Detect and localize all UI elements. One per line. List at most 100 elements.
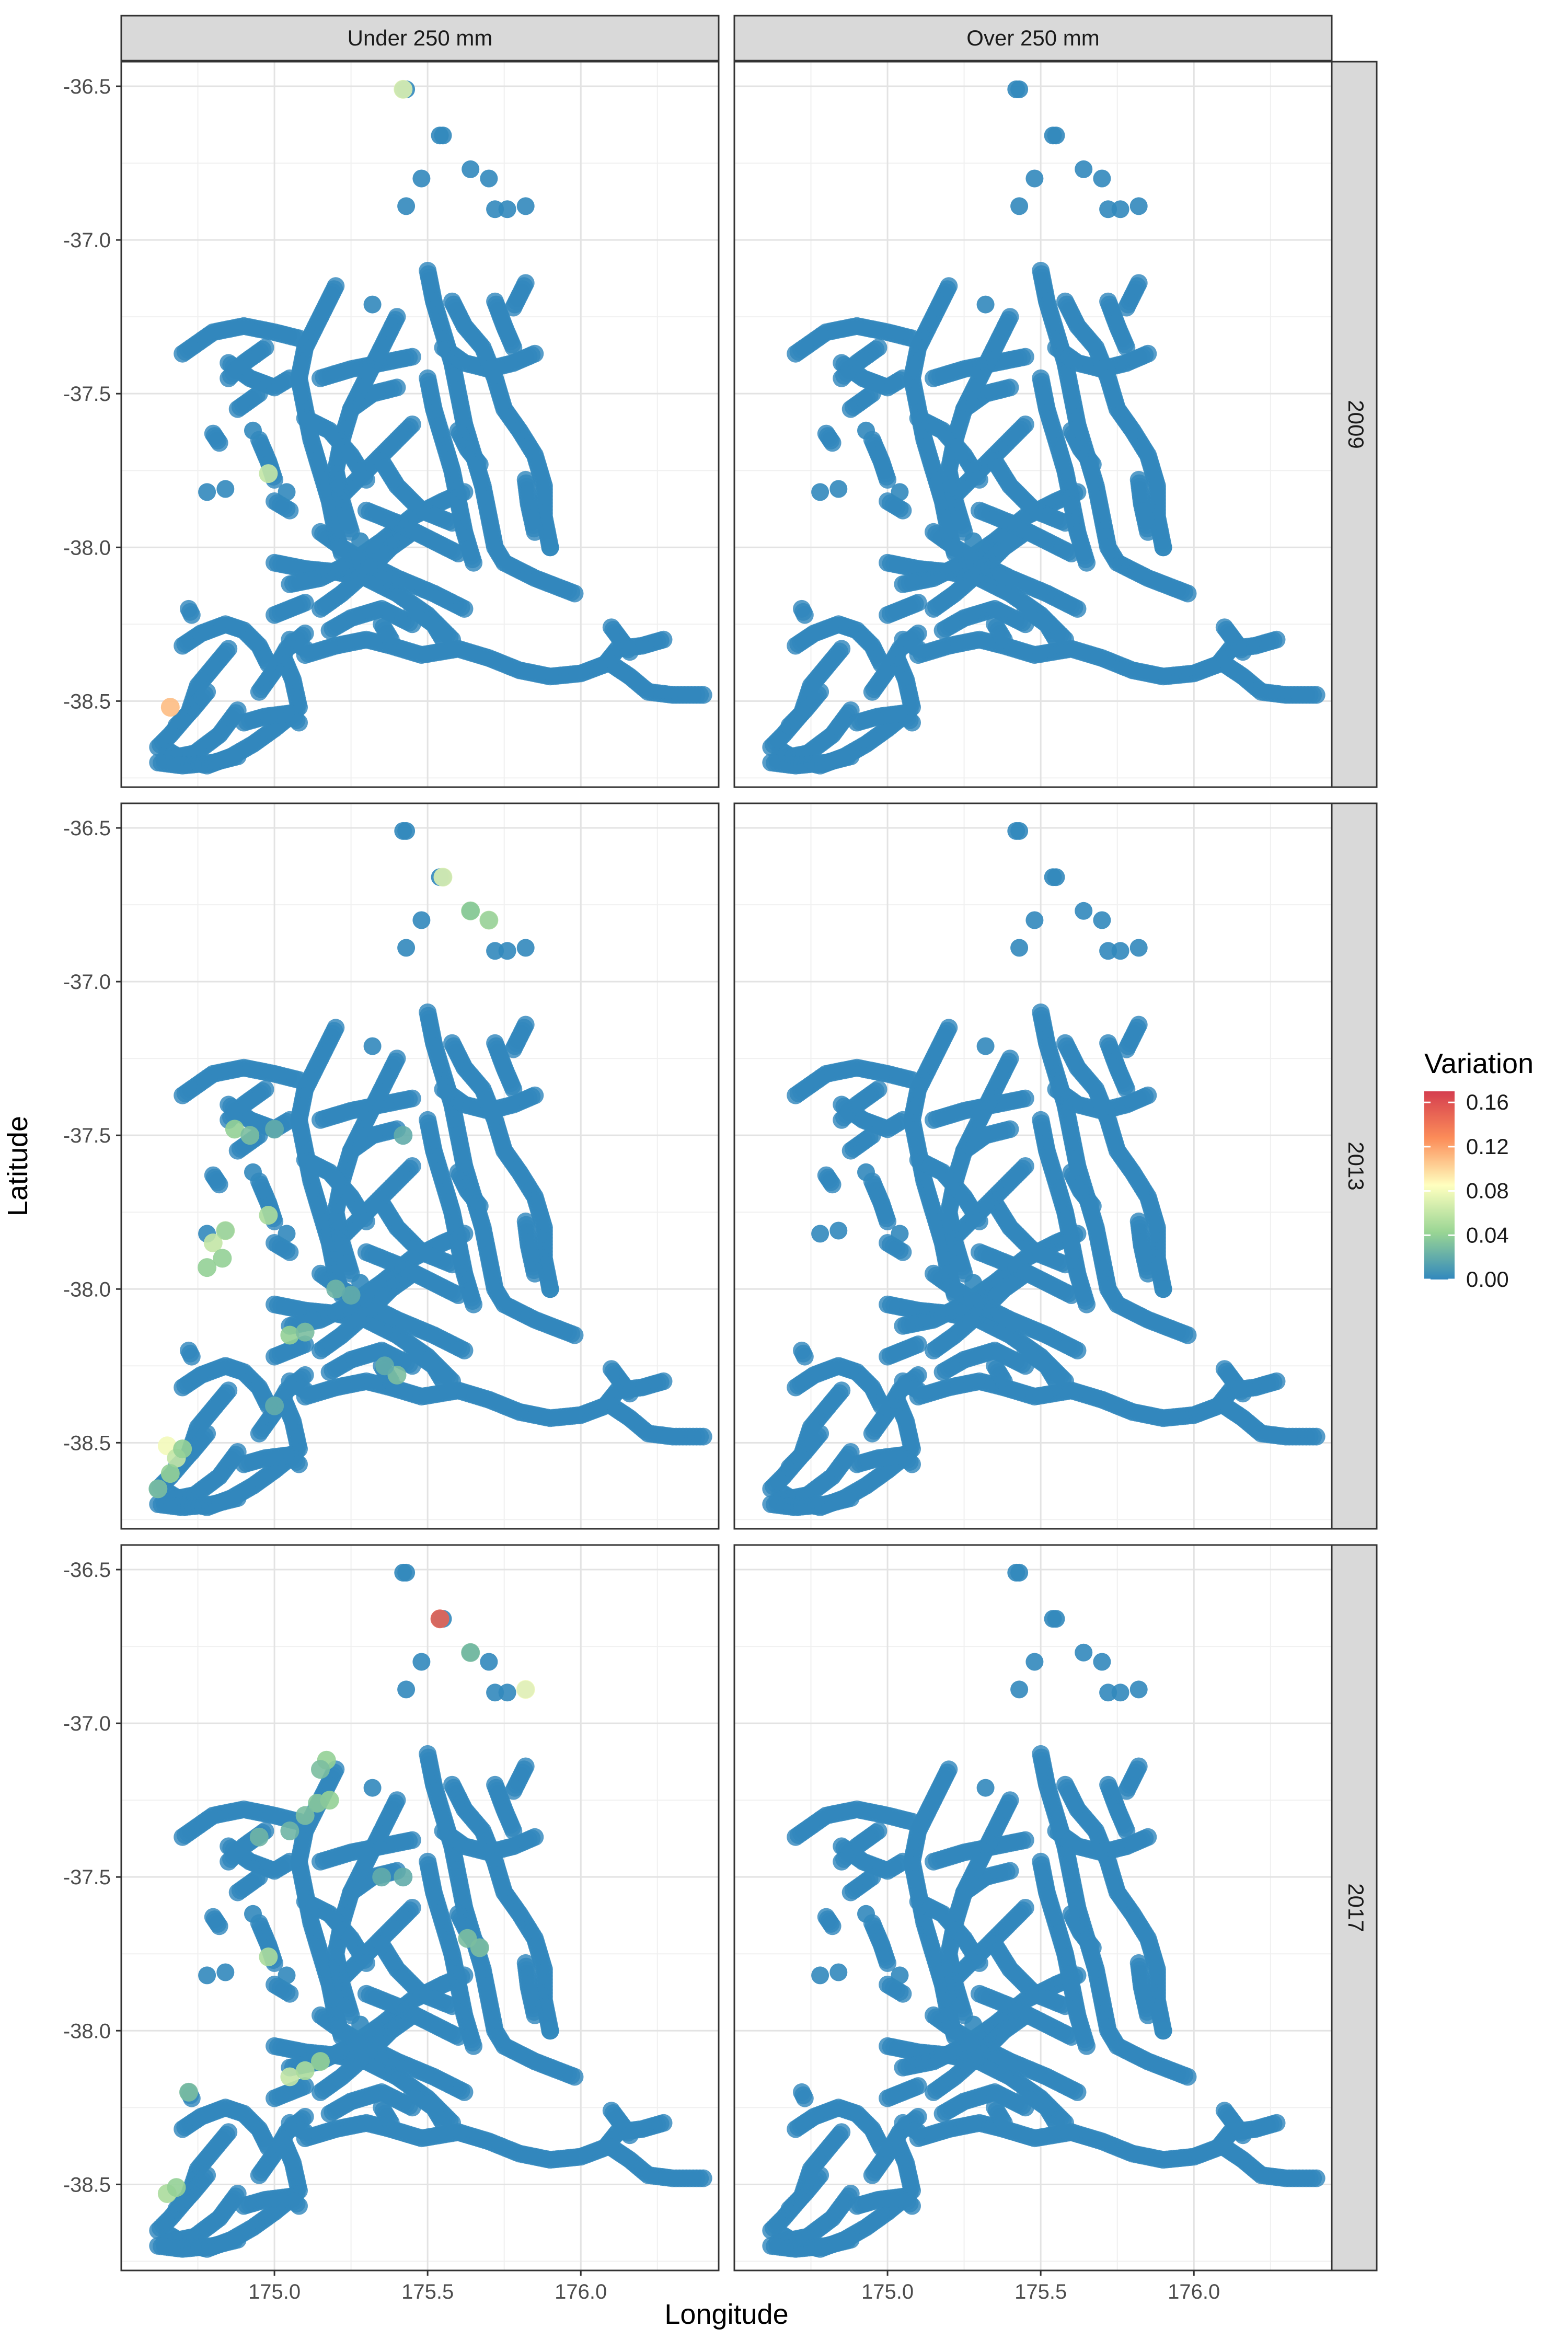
highlight-point (173, 1439, 192, 1459)
highlight-point (225, 1120, 244, 1139)
data-point (443, 514, 461, 532)
data-point (198, 683, 216, 701)
data-point (290, 1455, 308, 1473)
data-point (296, 1381, 314, 1400)
data-point (879, 606, 897, 624)
data-point (516, 1016, 535, 1034)
data-point (480, 169, 498, 188)
data-point (250, 385, 268, 403)
data-point (1083, 455, 1102, 474)
data-point (351, 532, 370, 550)
data-point (290, 329, 308, 348)
data-point (891, 483, 909, 501)
data-point (894, 501, 912, 520)
stream-points (149, 79, 712, 775)
highlight-point (240, 1126, 260, 1145)
highlight-point (433, 868, 453, 887)
stream-points (148, 822, 712, 1516)
data-point (823, 434, 841, 452)
data-point (228, 1489, 247, 1507)
data-point (1075, 160, 1093, 178)
data-point (1010, 197, 1029, 215)
highlight-point (198, 1258, 217, 1277)
data-point (455, 1341, 474, 1359)
data-point (397, 197, 416, 215)
data-point (1062, 545, 1080, 562)
highlight-point (326, 1279, 345, 1299)
highlight-point (213, 1249, 232, 1268)
data-point (363, 1037, 382, 1055)
data-point (879, 470, 897, 489)
data-point (964, 532, 983, 550)
data-point (333, 545, 351, 562)
highlight-point (461, 901, 480, 920)
data-point (504, 1080, 523, 1098)
data-point (434, 126, 452, 145)
data-point (795, 1347, 814, 1366)
data-point (795, 606, 814, 624)
data-point (455, 599, 474, 618)
data-point (516, 274, 535, 292)
data-point (443, 1255, 461, 1274)
data-point (357, 470, 375, 489)
data-point (1139, 523, 1157, 541)
data-point (498, 942, 516, 960)
highlight-point (394, 79, 413, 99)
data-point (621, 1385, 639, 1403)
data-point (210, 1175, 228, 1194)
data-point (486, 200, 504, 218)
data-point (1078, 554, 1096, 572)
highlight-point (203, 1233, 223, 1252)
data-point (1307, 686, 1325, 704)
data-point (1154, 538, 1172, 557)
data-point (566, 584, 584, 603)
data-point (1117, 339, 1136, 356)
data-point (909, 640, 927, 658)
data-point (403, 1089, 421, 1108)
data-point (541, 538, 559, 557)
data-point (566, 1326, 584, 1344)
highlight-point (160, 1464, 180, 1483)
data-point (903, 1455, 921, 1473)
panel-2013-under-250mm (120, 802, 720, 1530)
data-point (382, 630, 400, 649)
data-point (1129, 274, 1148, 292)
data-point (970, 470, 988, 489)
data-point (526, 1086, 544, 1104)
data-point (1056, 514, 1074, 532)
data-point (1047, 126, 1065, 145)
data-point (1016, 348, 1034, 366)
data-point (278, 483, 296, 501)
data-point (1068, 599, 1087, 618)
data-point (1179, 584, 1197, 603)
data-point (894, 369, 912, 387)
data-point (1047, 630, 1065, 649)
data-point (1068, 1341, 1087, 1359)
data-point (486, 942, 504, 960)
data-point (1139, 344, 1157, 363)
highlight-point (375, 1356, 395, 1376)
data-point (833, 1381, 851, 1400)
data-point (903, 713, 921, 732)
data-point (357, 1212, 375, 1230)
highlight-point (259, 464, 278, 483)
highlight-point (216, 1221, 235, 1240)
data-point (281, 1243, 299, 1261)
data-point (541, 1280, 559, 1298)
data-point (182, 1347, 201, 1366)
data-point (1099, 200, 1117, 218)
panel-2013-over-250mm (733, 802, 1333, 1530)
highlight-point (160, 698, 180, 717)
data-point (266, 606, 284, 624)
panel-2009-over-250mm (733, 61, 1333, 788)
data-point (449, 545, 467, 562)
data-point (526, 344, 544, 363)
data-point (449, 1286, 467, 1304)
data-point (281, 501, 299, 520)
data-point (946, 545, 964, 562)
data-point (841, 747, 860, 766)
highlight-point (280, 1325, 299, 1345)
highlight-point (265, 1396, 284, 1415)
data-point (296, 640, 314, 658)
